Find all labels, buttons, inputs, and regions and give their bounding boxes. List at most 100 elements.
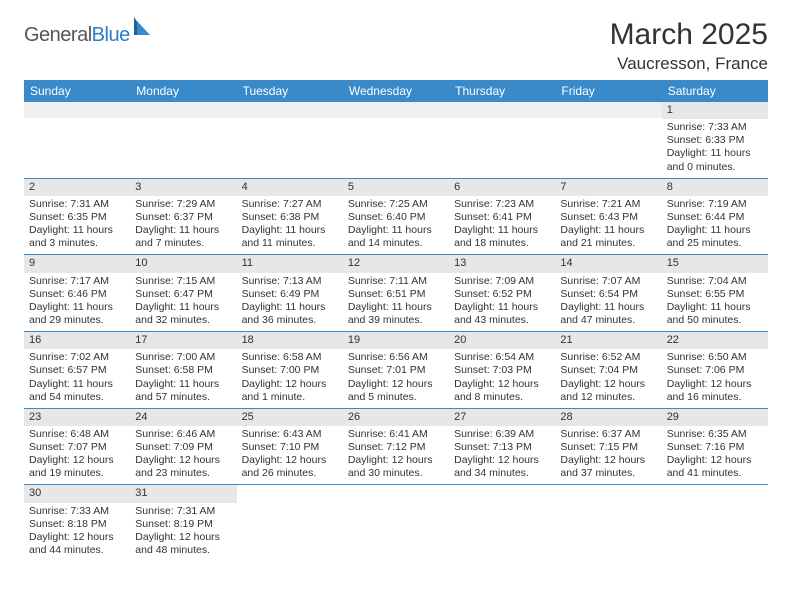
sunset-line: Sunset: 7:15 PM bbox=[560, 441, 656, 454]
day-number: 28 bbox=[555, 409, 661, 426]
day-content: Sunrise: 7:23 AMSunset: 6:41 PMDaylight:… bbox=[449, 196, 555, 255]
daylight-line-1: Daylight: 12 hours bbox=[454, 378, 550, 391]
daylight-line-1: Daylight: 12 hours bbox=[29, 454, 125, 467]
daylight-line-1: Daylight: 11 hours bbox=[135, 378, 231, 391]
sunrise-line: Sunrise: 6:39 AM bbox=[454, 428, 550, 441]
calendar-cell: 2Sunrise: 7:31 AMSunset: 6:35 PMDaylight… bbox=[24, 178, 130, 255]
daylight-line-1: Daylight: 12 hours bbox=[667, 454, 763, 467]
empty-day bbox=[24, 102, 130, 118]
calendar-cell: 14Sunrise: 7:07 AMSunset: 6:54 PMDayligh… bbox=[555, 255, 661, 332]
calendar-cell: 23Sunrise: 6:48 AMSunset: 7:07 PMDayligh… bbox=[24, 408, 130, 485]
weekday-header: Monday bbox=[130, 80, 236, 102]
daylight-line-2: and 23 minutes. bbox=[135, 467, 231, 480]
daylight-line-2: and 54 minutes. bbox=[29, 391, 125, 404]
sunrise-line: Sunrise: 6:35 AM bbox=[667, 428, 763, 441]
daylight-line-2: and 7 minutes. bbox=[135, 237, 231, 250]
day-content: Sunrise: 7:29 AMSunset: 6:37 PMDaylight:… bbox=[130, 196, 236, 255]
day-number: 18 bbox=[237, 332, 343, 349]
daylight-line-2: and 29 minutes. bbox=[29, 314, 125, 327]
empty-day bbox=[237, 102, 343, 118]
sunrise-line: Sunrise: 7:33 AM bbox=[29, 505, 125, 518]
sunrise-line: Sunrise: 6:56 AM bbox=[348, 351, 444, 364]
calendar-cell: 31Sunrise: 7:31 AMSunset: 8:19 PMDayligh… bbox=[130, 485, 236, 561]
day-content: Sunrise: 7:13 AMSunset: 6:49 PMDaylight:… bbox=[237, 273, 343, 332]
day-number: 4 bbox=[237, 179, 343, 196]
sunrise-line: Sunrise: 6:37 AM bbox=[560, 428, 656, 441]
sunset-line: Sunset: 7:07 PM bbox=[29, 441, 125, 454]
day-number: 5 bbox=[343, 179, 449, 196]
daylight-line-2: and 25 minutes. bbox=[667, 237, 763, 250]
day-content: Sunrise: 6:46 AMSunset: 7:09 PMDaylight:… bbox=[130, 426, 236, 485]
day-content: Sunrise: 7:27 AMSunset: 6:38 PMDaylight:… bbox=[237, 196, 343, 255]
day-content: Sunrise: 7:31 AMSunset: 6:35 PMDaylight:… bbox=[24, 196, 130, 255]
calendar-cell: 7Sunrise: 7:21 AMSunset: 6:43 PMDaylight… bbox=[555, 178, 661, 255]
sunrise-line: Sunrise: 7:02 AM bbox=[29, 351, 125, 364]
daylight-line-1: Daylight: 11 hours bbox=[454, 224, 550, 237]
sunset-line: Sunset: 7:10 PM bbox=[242, 441, 338, 454]
sunrise-line: Sunrise: 6:50 AM bbox=[667, 351, 763, 364]
daylight-line-1: Daylight: 11 hours bbox=[667, 224, 763, 237]
day-content: Sunrise: 7:19 AMSunset: 6:44 PMDaylight:… bbox=[662, 196, 768, 255]
day-content: Sunrise: 7:07 AMSunset: 6:54 PMDaylight:… bbox=[555, 273, 661, 332]
sunset-line: Sunset: 6:37 PM bbox=[135, 211, 231, 224]
sunset-line: Sunset: 6:57 PM bbox=[29, 364, 125, 377]
day-content: Sunrise: 7:21 AMSunset: 6:43 PMDaylight:… bbox=[555, 196, 661, 255]
calendar-cell: 4Sunrise: 7:27 AMSunset: 6:38 PMDaylight… bbox=[237, 178, 343, 255]
day-content: Sunrise: 6:56 AMSunset: 7:01 PMDaylight:… bbox=[343, 349, 449, 408]
sunrise-line: Sunrise: 7:09 AM bbox=[454, 275, 550, 288]
day-content: Sunrise: 6:50 AMSunset: 7:06 PMDaylight:… bbox=[662, 349, 768, 408]
calendar-cell bbox=[449, 485, 555, 561]
day-content: Sunrise: 7:33 AMSunset: 8:18 PMDaylight:… bbox=[24, 503, 130, 562]
calendar-week-row: 23Sunrise: 6:48 AMSunset: 7:07 PMDayligh… bbox=[24, 408, 768, 485]
daylight-line-2: and 30 minutes. bbox=[348, 467, 444, 480]
day-content: Sunrise: 7:11 AMSunset: 6:51 PMDaylight:… bbox=[343, 273, 449, 332]
daylight-line-2: and 5 minutes. bbox=[348, 391, 444, 404]
sunrise-line: Sunrise: 7:23 AM bbox=[454, 198, 550, 211]
month-title: March 2025 bbox=[610, 18, 768, 52]
sunrise-line: Sunrise: 7:27 AM bbox=[242, 198, 338, 211]
sunset-line: Sunset: 6:38 PM bbox=[242, 211, 338, 224]
day-number: 11 bbox=[237, 255, 343, 272]
sunset-line: Sunset: 6:51 PM bbox=[348, 288, 444, 301]
sunset-line: Sunset: 8:18 PM bbox=[29, 518, 125, 531]
daylight-line-2: and 36 minutes. bbox=[242, 314, 338, 327]
sunset-line: Sunset: 6:58 PM bbox=[135, 364, 231, 377]
weekday-header-row: Sunday Monday Tuesday Wednesday Thursday… bbox=[24, 80, 768, 102]
daylight-line-2: and 11 minutes. bbox=[242, 237, 338, 250]
day-content: Sunrise: 7:33 AMSunset: 6:33 PMDaylight:… bbox=[662, 119, 768, 178]
calendar-cell bbox=[343, 485, 449, 561]
weekday-header: Sunday bbox=[24, 80, 130, 102]
calendar-week-row: 30Sunrise: 7:33 AMSunset: 8:18 PMDayligh… bbox=[24, 485, 768, 561]
calendar-cell: 15Sunrise: 7:04 AMSunset: 6:55 PMDayligh… bbox=[662, 255, 768, 332]
day-number: 27 bbox=[449, 409, 555, 426]
daylight-line-1: Daylight: 11 hours bbox=[29, 224, 125, 237]
title-block: March 2025 Vaucresson, France bbox=[610, 18, 768, 74]
empty-day bbox=[343, 102, 449, 118]
daylight-line-1: Daylight: 11 hours bbox=[29, 378, 125, 391]
calendar-cell bbox=[555, 485, 661, 561]
sunset-line: Sunset: 6:41 PM bbox=[454, 211, 550, 224]
daylight-line-1: Daylight: 11 hours bbox=[667, 147, 763, 160]
logo-text-blue: Blue bbox=[92, 24, 130, 47]
sunset-line: Sunset: 7:04 PM bbox=[560, 364, 656, 377]
daylight-line-1: Daylight: 11 hours bbox=[242, 224, 338, 237]
sunrise-line: Sunrise: 6:48 AM bbox=[29, 428, 125, 441]
day-content: Sunrise: 6:58 AMSunset: 7:00 PMDaylight:… bbox=[237, 349, 343, 408]
day-content: Sunrise: 7:17 AMSunset: 6:46 PMDaylight:… bbox=[24, 273, 130, 332]
daylight-line-1: Daylight: 11 hours bbox=[29, 301, 125, 314]
calendar-table: Sunday Monday Tuesday Wednesday Thursday… bbox=[24, 80, 768, 561]
daylight-line-1: Daylight: 12 hours bbox=[348, 378, 444, 391]
empty-day bbox=[555, 102, 661, 118]
empty-day bbox=[449, 102, 555, 118]
header: GeneralBlue March 2025 Vaucresson, Franc… bbox=[24, 18, 768, 74]
day-number: 16 bbox=[24, 332, 130, 349]
daylight-line-2: and 1 minute. bbox=[242, 391, 338, 404]
location: Vaucresson, France bbox=[610, 54, 768, 74]
sunrise-line: Sunrise: 7:31 AM bbox=[135, 505, 231, 518]
logo-text-general: General bbox=[24, 24, 92, 47]
daylight-line-1: Daylight: 11 hours bbox=[560, 224, 656, 237]
calendar-cell: 28Sunrise: 6:37 AMSunset: 7:15 PMDayligh… bbox=[555, 408, 661, 485]
calendar-cell: 5Sunrise: 7:25 AMSunset: 6:40 PMDaylight… bbox=[343, 178, 449, 255]
day-number: 19 bbox=[343, 332, 449, 349]
daylight-line-2: and 47 minutes. bbox=[560, 314, 656, 327]
